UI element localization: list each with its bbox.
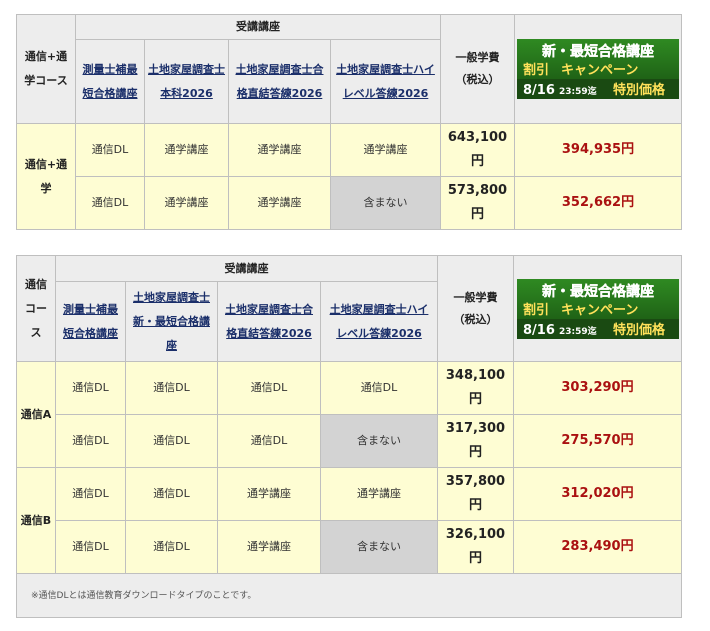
table-cell: 通信DL (55, 467, 126, 521)
table-cell: 通信DL (75, 176, 145, 230)
table-cell: 通学講座 (228, 123, 331, 177)
table-cell: 通信DL (320, 361, 438, 415)
banner-time: 23:59迄 (559, 325, 597, 337)
general-fee: 317,300円 (437, 414, 514, 468)
banner-date: 8/16 (523, 323, 555, 338)
table-cell: 通信DL (55, 361, 126, 415)
general-fee: 326,100円 (437, 520, 514, 574)
general-fee: 357,800円 (437, 467, 514, 521)
general-fee: 643,100円 (440, 123, 515, 177)
course-link-new-shortest[interactable]: 土地家屋調査士新・最短合格講座 (125, 281, 218, 362)
banner-special-price: 特別価格 (613, 322, 666, 338)
special-price: 303,290円 (513, 361, 682, 415)
special-price: 352,662円 (514, 176, 682, 230)
table-cell: 通学講座 (330, 123, 441, 177)
course-group-header: 受講講座 (55, 255, 438, 282)
banner-special-price: 特別価格 (613, 82, 666, 98)
course-link-surveyor[interactable]: 測量士補最短合格講座 (75, 39, 145, 124)
table-cell: 通信DL (125, 361, 218, 415)
course-group-header: 受講講座 (75, 14, 441, 40)
table-cell: 通信DL (125, 414, 218, 468)
banner-discount: 割引 (523, 302, 549, 318)
course-link-surveyor[interactable]: 測量士補最短合格講座 (55, 281, 126, 362)
general-fee: 573,800円 (440, 176, 515, 230)
general-fee-header: 一般学費 （税込） (440, 14, 515, 124)
course-type-header: 通信+通学コース (16, 14, 76, 124)
special-price: 394,935円 (514, 123, 682, 177)
discount-banner-cell[interactable]: 新・最短合格講座 割引 キャンペーン 8/16 23:59迄 特別価格 (514, 14, 682, 124)
course-link-highlevel-2026[interactable]: 土地家屋調査士ハイレベル答練2026 (320, 281, 438, 362)
table-cell: 通信DL (217, 414, 321, 468)
footnote: ※通信DLとは通信教育ダウンロードタイプのことです。 (16, 573, 682, 618)
course-link-highlevel-2026[interactable]: 土地家屋調査士ハイレベル答練2026 (330, 39, 441, 124)
special-price: 275,570円 (513, 414, 682, 468)
discount-banner-cell[interactable]: 新・最短合格講座 割引 キャンペーン 8/16 23:59迄 特別価格 (513, 255, 682, 362)
campaign-banner[interactable]: 新・最短合格講座 割引 キャンペーン 8/16 23:59迄 特別価格 (516, 278, 679, 339)
course-type-header: 通信コース (16, 255, 56, 362)
row-group-label: 通信+通学 (16, 123, 76, 230)
banner-date: 8/16 (523, 83, 555, 98)
table-cell: 通信DL (55, 520, 126, 574)
banner-discount: 割引 (523, 62, 549, 78)
campaign-banner[interactable]: 新・最短合格講座 割引 キャンペーン 8/16 23:59迄 特別価格 (517, 39, 679, 99)
table-cell: 通学講座 (228, 176, 331, 230)
general-fee-header: 一般学費 （税込） (437, 255, 514, 362)
table-cell: 通信DL (55, 414, 126, 468)
banner-campaign: キャンペーン (561, 303, 638, 318)
table-cell: 通学講座 (320, 467, 438, 521)
table-cell: 通学講座 (144, 123, 229, 177)
fee-table-commute: 通信+通学コース 受講講座 一般学費 （税込） 新・最短合格講座 割引 キャンペ… (16, 14, 682, 230)
table-cell: 通信DL (75, 123, 145, 177)
banner-time: 23:59迄 (559, 85, 597, 97)
general-fee: 348,100円 (437, 361, 514, 415)
course-link-drill-2026[interactable]: 土地家屋調査士合格直結答練2026 (228, 39, 331, 124)
table-cell-not-included: 含まない (320, 414, 438, 468)
row-group-label-b: 通信B (16, 467, 56, 574)
special-price: 312,020円 (513, 467, 682, 521)
table-cell-not-included: 含まない (330, 176, 441, 230)
table-cell-not-included: 含まない (320, 520, 438, 574)
fee-table-correspondence: 通信コース 受講講座 一般学費 （税込） 新・最短合格講座 割引 キャンペーン … (16, 255, 682, 618)
course-link-main-2026[interactable]: 土地家屋調査士本科2026 (144, 39, 229, 124)
table-cell: 通学講座 (144, 176, 229, 230)
banner-title: 新・最短合格講座 (542, 283, 654, 300)
banner-campaign: キャンペーン (561, 63, 638, 78)
table-cell: 通信DL (125, 467, 218, 521)
table-cell: 通学講座 (217, 467, 321, 521)
table-cell: 通信DL (217, 361, 321, 415)
special-price: 283,490円 (513, 520, 682, 574)
row-group-label-a: 通信A (16, 361, 56, 468)
banner-title: 新・最短合格講座 (542, 43, 654, 60)
table-cell: 通信DL (125, 520, 218, 574)
table-cell: 通学講座 (217, 520, 321, 574)
course-link-drill-2026[interactable]: 土地家屋調査士合格直結答練2026 (217, 281, 321, 362)
